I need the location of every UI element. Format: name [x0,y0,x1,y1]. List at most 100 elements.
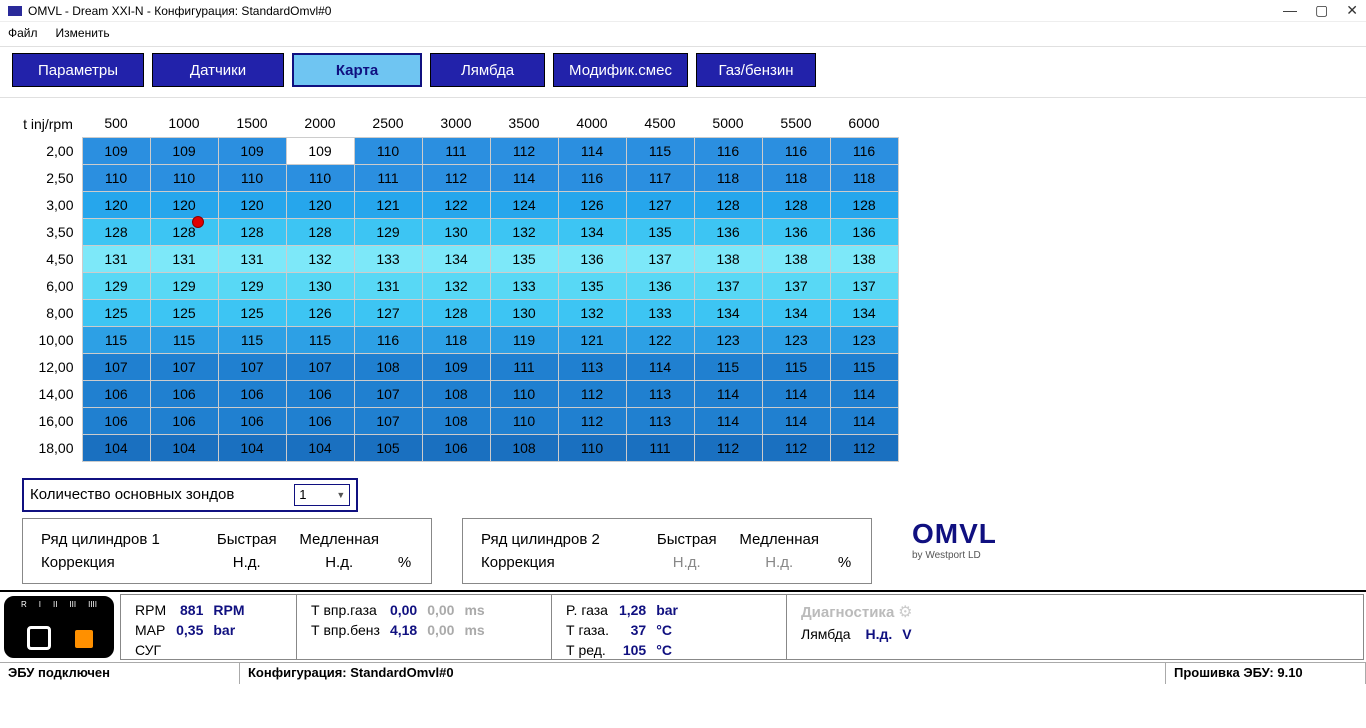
map-cell[interactable]: 136 [626,272,694,299]
map-cell[interactable]: 133 [626,299,694,326]
map-cell[interactable]: 132 [558,299,626,326]
map-cell[interactable]: 110 [490,380,558,407]
menu-file[interactable]: Файл [8,26,38,40]
map-cell[interactable]: 124 [490,191,558,218]
map-cell[interactable]: 120 [218,191,286,218]
diagnostics-label[interactable]: Диагностика [801,604,894,621]
map-cell[interactable]: 104 [150,434,218,461]
map-cell[interactable]: 110 [286,164,354,191]
map-cell[interactable]: 112 [558,407,626,434]
map-cell[interactable]: 126 [286,299,354,326]
map-cell[interactable]: 118 [830,164,898,191]
map-cell[interactable]: 115 [694,353,762,380]
map-cell[interactable]: 128 [694,191,762,218]
map-cell[interactable]: 107 [354,380,422,407]
map-cell[interactable]: 113 [626,407,694,434]
map-cell[interactable]: 135 [558,272,626,299]
map-cell[interactable]: 123 [694,326,762,353]
map-cell[interactable]: 127 [626,191,694,218]
map-cell[interactable]: 132 [490,218,558,245]
map-cell[interactable]: 131 [150,245,218,272]
map-cell[interactable]: 120 [150,191,218,218]
probes-dropdown[interactable]: 1 ▼ [294,484,350,506]
map-cell[interactable]: 131 [354,272,422,299]
map-cell[interactable]: 122 [626,326,694,353]
map-cell[interactable]: 126 [558,191,626,218]
map-cell[interactable]: 132 [286,245,354,272]
map-cell[interactable]: 134 [762,299,830,326]
map-cell[interactable]: 116 [354,326,422,353]
map-cell[interactable]: 110 [354,137,422,164]
map-cell[interactable]: 134 [558,218,626,245]
map-cell[interactable]: 104 [286,434,354,461]
map-cell[interactable]: 116 [762,137,830,164]
map-cell[interactable]: 130 [422,218,490,245]
map-cell[interactable]: 136 [558,245,626,272]
map-cell[interactable]: 108 [490,434,558,461]
map-cell[interactable]: 111 [422,137,490,164]
map-cell[interactable]: 136 [762,218,830,245]
map-cell[interactable]: 135 [490,245,558,272]
map-cell[interactable]: 120 [286,191,354,218]
map-cell[interactable]: 137 [762,272,830,299]
tab-gas[interactable]: Газ/бензин [696,53,816,87]
map-cell[interactable]: 129 [218,272,286,299]
map-cell[interactable]: 127 [354,299,422,326]
map-cell[interactable]: 109 [286,137,354,164]
map-cell[interactable]: 110 [218,164,286,191]
map-cell[interactable]: 118 [694,164,762,191]
map-cell[interactable]: 119 [490,326,558,353]
map-cell[interactable]: 108 [422,380,490,407]
map-cell[interactable]: 112 [762,434,830,461]
map-cell[interactable]: 116 [558,164,626,191]
map-cell[interactable]: 111 [490,353,558,380]
map-cell[interactable]: 137 [830,272,898,299]
map-cell[interactable]: 107 [150,353,218,380]
map-cell[interactable]: 112 [490,137,558,164]
map-cell[interactable]: 121 [354,191,422,218]
map-cell[interactable]: 106 [150,380,218,407]
map-cell[interactable]: 105 [354,434,422,461]
close-button[interactable]: ✕ [1346,2,1358,19]
gas-indicator[interactable]: RIIIIIIIIII [4,596,114,658]
map-cell[interactable]: 109 [150,137,218,164]
map-cell[interactable]: 121 [558,326,626,353]
map-cell[interactable]: 133 [490,272,558,299]
map-cell[interactable]: 134 [422,245,490,272]
tab-params[interactable]: Параметры [12,53,144,87]
map-cell[interactable]: 112 [694,434,762,461]
map-cell[interactable]: 114 [558,137,626,164]
map-cell[interactable]: 116 [694,137,762,164]
tab-map[interactable]: Карта [292,53,422,87]
map-cell[interactable]: 106 [82,380,150,407]
map-cell[interactable]: 110 [558,434,626,461]
map-cell[interactable]: 109 [218,137,286,164]
map-cell[interactable]: 114 [694,380,762,407]
map-cell[interactable]: 137 [694,272,762,299]
map-cell[interactable]: 106 [422,434,490,461]
map-cell[interactable]: 138 [830,245,898,272]
map-cell[interactable]: 106 [218,407,286,434]
map-cell[interactable]: 112 [558,380,626,407]
tab-modif[interactable]: Модифик.смес [553,53,688,87]
map-cell[interactable]: 106 [82,407,150,434]
map-cell[interactable]: 118 [762,164,830,191]
map-cell[interactable]: 118 [422,326,490,353]
map-cell[interactable]: 128 [150,218,218,245]
map-cell[interactable]: 112 [830,434,898,461]
map-cell[interactable]: 108 [422,407,490,434]
map-cell[interactable]: 131 [82,245,150,272]
map-cell[interactable]: 112 [422,164,490,191]
map-cell[interactable]: 110 [490,407,558,434]
map-cell[interactable]: 110 [150,164,218,191]
map-cell[interactable]: 129 [150,272,218,299]
map-cell[interactable]: 106 [218,380,286,407]
map-cell[interactable]: 125 [82,299,150,326]
map-cell[interactable]: 109 [82,137,150,164]
map-cell[interactable]: 115 [830,353,898,380]
map-cell[interactable]: 128 [422,299,490,326]
map-cell[interactable]: 114 [762,407,830,434]
map-cell[interactable]: 115 [626,137,694,164]
map-cell[interactable]: 130 [286,272,354,299]
map-cell[interactable]: 107 [354,407,422,434]
